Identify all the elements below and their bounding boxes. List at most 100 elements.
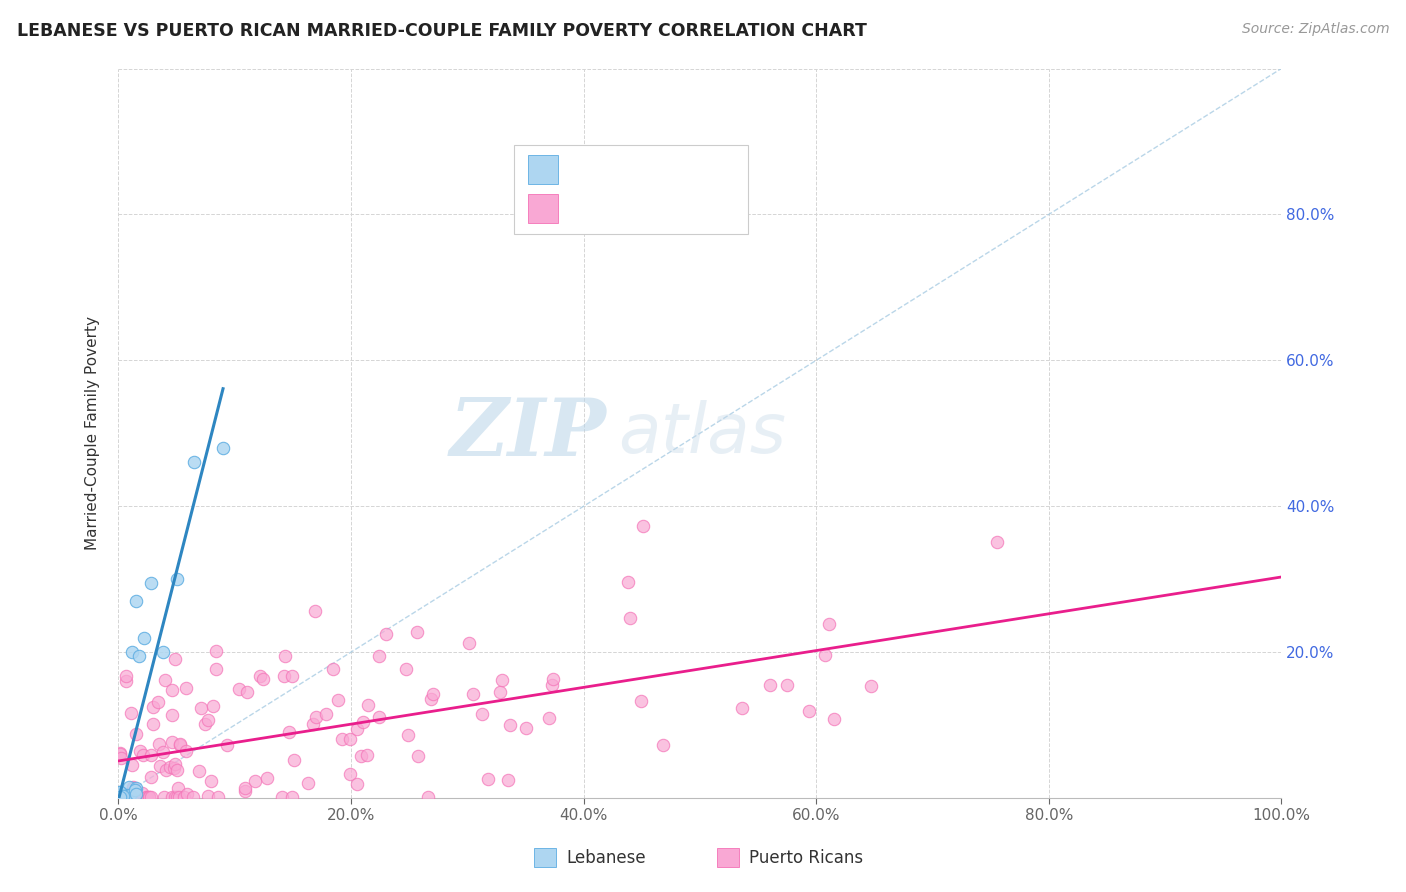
Point [155, 673, 177, 687]
Point [986, 534, 1008, 549]
Point [114, 668, 136, 682]
Point [420, 692, 443, 706]
Point [160, 707, 183, 722]
Point [283, 754, 305, 768]
Point [346, 777, 368, 791]
Point [205, 644, 228, 658]
Point [422, 687, 444, 701]
Point [110, 789, 132, 803]
Point [131, 786, 153, 800]
Point [277, 725, 299, 739]
Text: LEBANESE VS PUERTO RICAN MARRIED-COUPLE FAMILY POVERTY CORRELATION CHART: LEBANESE VS PUERTO RICAN MARRIED-COUPLE … [17, 22, 866, 40]
Point [395, 662, 418, 676]
Point [458, 636, 481, 650]
Point [108, 787, 131, 801]
Point [190, 701, 212, 715]
Point [173, 790, 195, 805]
Point [166, 790, 188, 805]
Point [396, 728, 419, 742]
Point [125, 788, 148, 802]
Point [110, 747, 132, 761]
Point [155, 763, 177, 777]
Point [142, 700, 165, 714]
Point [111, 789, 134, 803]
Point [233, 784, 256, 798]
Point [128, 648, 150, 663]
Point [159, 760, 181, 774]
Text: Source: ZipAtlas.com: Source: ZipAtlas.com [1241, 22, 1389, 37]
Point [176, 787, 198, 801]
Point [118, 788, 141, 802]
Point [111, 789, 134, 804]
Y-axis label: Married-Couple Family Poverty: Married-Couple Family Poverty [86, 317, 100, 550]
Point [357, 698, 380, 712]
Point [477, 772, 499, 786]
Point [124, 783, 146, 797]
Point [818, 616, 841, 631]
Point [121, 758, 143, 772]
Point [249, 669, 271, 683]
Point [125, 790, 148, 805]
Point [114, 790, 136, 805]
Point [301, 717, 323, 731]
Point [122, 790, 145, 805]
Point [160, 790, 183, 805]
Point [174, 681, 197, 696]
Point [406, 748, 429, 763]
Point [110, 786, 132, 800]
Point [346, 723, 368, 737]
Point [124, 790, 146, 805]
Point [114, 673, 136, 688]
Point [217, 739, 239, 753]
Point [776, 678, 799, 692]
Point [108, 789, 131, 804]
Point [160, 735, 183, 749]
Point [112, 790, 135, 805]
Point [418, 790, 440, 805]
Point [339, 731, 361, 746]
Point [108, 790, 131, 805]
Point [538, 711, 561, 725]
Point [273, 648, 295, 663]
Point [233, 781, 256, 796]
Point [108, 747, 131, 761]
Point [256, 772, 278, 786]
Point [197, 714, 219, 728]
Text: Puerto Ricans: Puerto Ricans [748, 848, 863, 867]
Point [166, 780, 188, 795]
Text: Lebanese: Lebanese [567, 848, 645, 867]
Point [496, 773, 519, 788]
Point [281, 669, 304, 683]
Point [463, 687, 485, 701]
Point [273, 669, 295, 683]
Point [125, 780, 148, 795]
Point [181, 790, 204, 805]
Point [515, 721, 537, 735]
Point [120, 706, 142, 720]
Point [166, 572, 188, 586]
Point [141, 770, 163, 784]
Point [118, 780, 141, 794]
Point [350, 748, 373, 763]
Point [139, 790, 162, 805]
Text: R = 0.660   N = 133: R = 0.660 N = 133 [569, 201, 738, 219]
Point [138, 790, 160, 805]
Point [165, 790, 187, 805]
Point [328, 693, 350, 707]
Point [633, 519, 655, 533]
Point [315, 706, 337, 721]
Point [131, 748, 153, 763]
Point [797, 704, 820, 718]
Point [368, 710, 391, 724]
Point [110, 750, 132, 764]
Point [228, 682, 250, 697]
Point [152, 745, 174, 759]
Point [152, 645, 174, 659]
Text: atlas: atlas [619, 400, 786, 467]
Point [149, 759, 172, 773]
Point [322, 662, 344, 676]
Point [138, 790, 160, 805]
Point [163, 757, 186, 772]
Point [183, 455, 205, 469]
Point [491, 673, 513, 688]
